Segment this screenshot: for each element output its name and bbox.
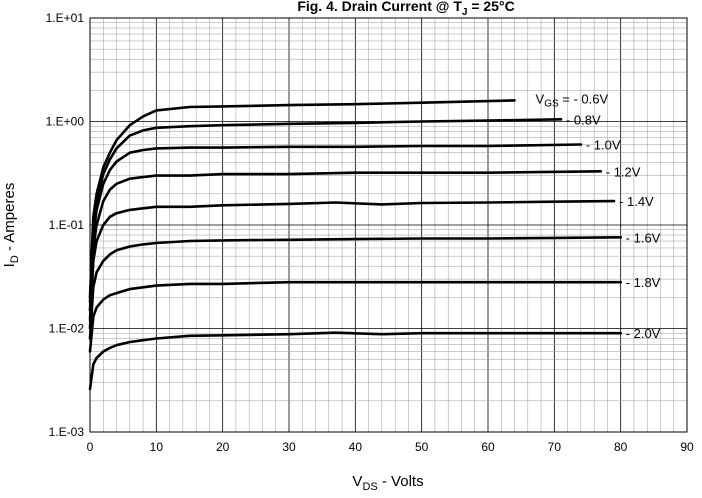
series-label-8: - 2.0V	[626, 326, 661, 341]
series-lines	[88, 99, 623, 391]
y-axis-label: ID - Amperes	[1, 183, 21, 268]
series-line-3	[88, 143, 583, 312]
series-label-1: VGS = - 0.6V	[536, 91, 609, 109]
series-line-8	[88, 331, 623, 391]
series-label-2: - 0.8V	[566, 112, 601, 127]
chart-title-main: Fig. 4. Drain Current @ T	[297, 0, 462, 14]
series-label-3: - 1.0V	[586, 137, 621, 152]
series-label-5: - 1.4V	[619, 194, 654, 209]
series-line-5	[88, 199, 616, 330]
x-tick-label: 70	[548, 440, 562, 454]
x-tick-label: 10	[150, 440, 164, 454]
x-tick-label: 0	[87, 440, 94, 454]
series-label-7: - 1.8V	[626, 275, 661, 290]
chart-title: Fig. 4. Drain Current @ TJ = 25°C	[297, 0, 514, 18]
series-label-6: - 1.6V	[626, 230, 661, 245]
x-tick-label: 40	[349, 440, 363, 454]
chart-title-rest: = 25°C	[467, 0, 514, 14]
series-line-4	[88, 170, 603, 322]
y-axis-label-subscript: D	[9, 255, 21, 263]
y-tick-label: 1.E-01	[49, 218, 85, 232]
series-line-2	[88, 118, 563, 304]
x-axis-label-rest: - Volts	[378, 473, 424, 490]
series-line-7	[88, 280, 623, 353]
series-line-6	[88, 236, 623, 340]
y-tick-label: 1.E+01	[46, 11, 85, 25]
chart-title-subscript: J	[462, 7, 468, 18]
y-tick-label: 1.E+00	[46, 115, 85, 129]
series-label-1-main: V	[536, 91, 545, 106]
series-label-4: - 1.2V	[606, 164, 641, 179]
y-tick-label: 1.E-02	[49, 322, 85, 336]
y-tick-label: 1.E-03	[49, 425, 85, 439]
series-labels: VGS = - 0.6V - 0.8V - 1.0V - 1.2V - 1.4V - 1.…	[536, 91, 661, 341]
y-axis-label-rest: - Amperes	[1, 183, 18, 256]
x-tick-label: 20	[216, 440, 230, 454]
series-line-1	[88, 99, 516, 299]
x-tick-label: 30	[282, 440, 296, 454]
x-tick-label: 80	[614, 440, 628, 454]
x-axis-label-subscript: DS	[362, 481, 377, 493]
tick-labels: 0 10 20 30 40 50 60 70 80 90 1.E-03 1.E-02 1.E-01 1.E…	[46, 11, 694, 454]
x-axis-label-main: V	[352, 473, 362, 490]
grid	[89, 18, 688, 433]
plot-frame	[89, 17, 688, 433]
x-tick-label: 90	[680, 440, 694, 454]
series-label-1-rest: = - 0.6V	[559, 91, 609, 106]
series-label-1-subscript: GS	[544, 98, 559, 109]
x-axis-label: VDS - Volts	[352, 473, 423, 493]
x-tick-label: 50	[415, 440, 429, 454]
y-axis-label-main: I	[1, 263, 18, 267]
x-tick-label: 60	[481, 440, 495, 454]
